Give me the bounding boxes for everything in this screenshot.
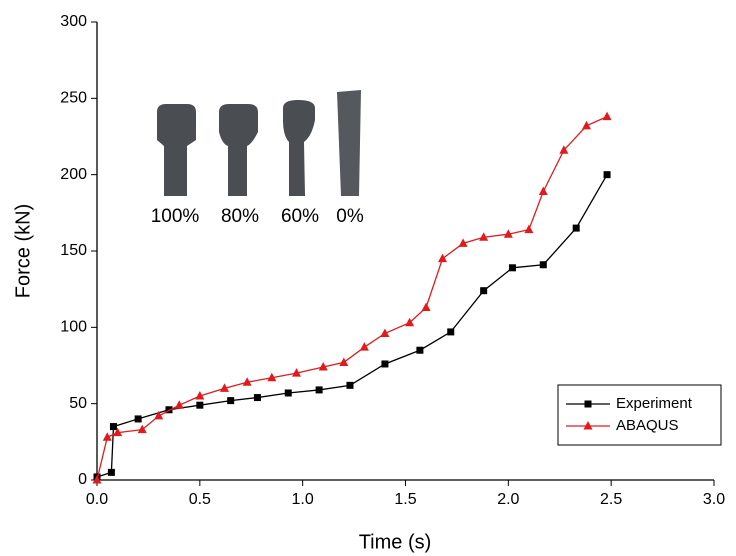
marker (291, 368, 301, 377)
marker (253, 394, 261, 402)
marker (438, 253, 448, 263)
marker (315, 386, 323, 394)
y-tick-label: 200 (60, 166, 87, 183)
x-tick-label: 1.5 (394, 491, 416, 508)
specimen-photos (157, 90, 361, 196)
y-tick-label: 250 (60, 90, 87, 107)
marker (134, 415, 142, 423)
marker (458, 238, 468, 247)
marker (220, 383, 230, 392)
marker (421, 302, 431, 311)
marker (572, 224, 580, 232)
photo-label: 100% (151, 206, 200, 227)
photo-label: 0% (336, 206, 364, 227)
marker (196, 401, 204, 409)
marker (381, 360, 389, 368)
marker (242, 377, 252, 386)
marker (107, 468, 115, 476)
marker (174, 400, 184, 409)
x-tick-label: 1.0 (292, 491, 314, 508)
x-axis-label: Time (s) (359, 531, 432, 553)
marker (137, 424, 147, 434)
legend-box (557, 384, 722, 446)
marker (405, 317, 415, 327)
series-line (96, 116, 608, 481)
marker (447, 328, 455, 336)
marker (318, 362, 328, 371)
marker (539, 261, 547, 269)
legend-marker (584, 400, 592, 408)
x-tick-label: 2.0 (497, 491, 519, 508)
marker (113, 427, 123, 437)
marker (92, 475, 102, 484)
y-tick-label: 50 (69, 395, 87, 412)
y-tick-label: 0 (78, 471, 87, 488)
marker (195, 391, 205, 400)
x-tick-label: 3.0 (703, 491, 725, 508)
marker (416, 346, 424, 354)
legend-marker (583, 421, 593, 430)
marker (508, 264, 516, 272)
marker (154, 410, 164, 420)
legend-label: ABAQUS (616, 417, 679, 434)
marker (524, 224, 534, 234)
marker (359, 342, 369, 351)
marker (603, 171, 611, 179)
y-tick-label: 100 (60, 319, 87, 336)
marker (503, 229, 513, 238)
x-tick-label: 0.5 (189, 491, 211, 508)
x-tick-label: 0.0 (86, 491, 108, 508)
marker (284, 389, 292, 397)
marker (346, 381, 354, 389)
y-axis-label: Force (kN) (12, 204, 34, 298)
y-tick-label: 150 (60, 242, 87, 259)
photo-label: 60% (281, 206, 319, 227)
legend-label: Experiment (616, 395, 693, 412)
marker (267, 372, 277, 382)
marker (102, 432, 112, 441)
marker (602, 111, 612, 121)
marker (165, 406, 173, 414)
marker (581, 120, 591, 130)
marker (559, 145, 569, 154)
marker (227, 397, 235, 405)
marker (339, 357, 349, 366)
marker (480, 287, 488, 295)
x-tick-label: 2.5 (600, 491, 622, 508)
marker (479, 232, 489, 241)
y-tick-label: 300 (60, 13, 87, 30)
marker (109, 423, 117, 431)
photo-label: 80% (221, 206, 259, 227)
marker (380, 328, 390, 337)
marker (538, 186, 548, 195)
